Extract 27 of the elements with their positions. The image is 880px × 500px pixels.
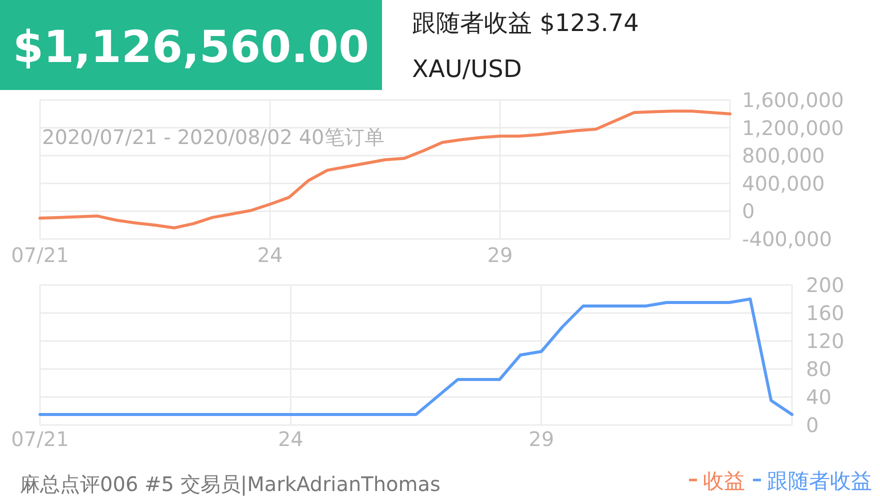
y-tick-label: 120 (806, 329, 844, 353)
x-tick-label: 29 (528, 427, 554, 451)
line-series (38, 110, 732, 230)
text: XAU/USD (412, 55, 522, 83)
y-tick-label: 0 (806, 413, 819, 437)
chart-subtitle: 跟随者收益 $123.74 (412, 9, 639, 37)
x-tick-label: 07/21 (11, 427, 69, 451)
line-series (38, 298, 794, 416)
y-tick-label: 80 (806, 357, 832, 381)
y-tick-label: 0 (742, 199, 755, 224)
y-tick-label: 160 (806, 301, 844, 325)
y-tick-label: 800,000 (742, 144, 825, 168)
y-tick-label: 1,600,000 (742, 88, 844, 112)
y-tick-label: 40 (806, 385, 832, 409)
y-tick-label: -400,000 (742, 227, 832, 251)
chart-title: $1,126,560.00 (12, 22, 370, 73)
y-tick-label: 400,000 (742, 171, 825, 196)
annotation: 2020/07/21 - 2020/08/02 40笔订单 (42, 125, 384, 149)
x-tick-label: 24 (278, 427, 304, 451)
legend-label: 收益 (703, 469, 745, 493)
x-tick-label: 29 (487, 243, 513, 267)
legend-label: 跟随者收益 (767, 469, 872, 493)
text: 麻总点评006 #5 交易员|MarkAdrianThomas (20, 472, 440, 496)
x-tick-label: 07/21 (11, 243, 69, 267)
y-tick-label: 1,200,000 (742, 116, 844, 140)
x-tick-label: 24 (257, 243, 283, 267)
y-tick-label: 200 (806, 273, 844, 297)
